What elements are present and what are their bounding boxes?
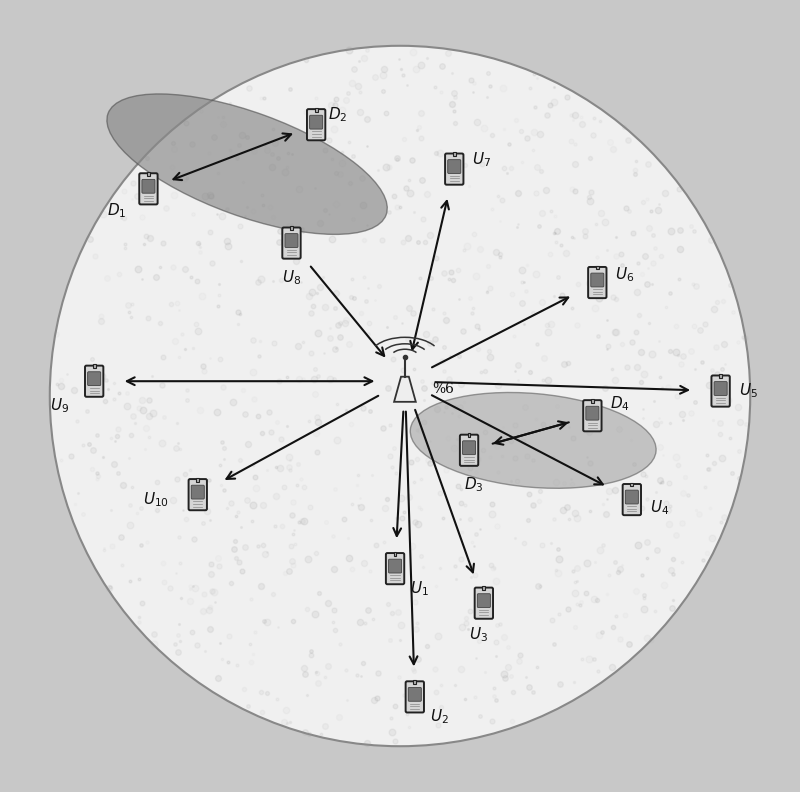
FancyBboxPatch shape (189, 479, 207, 510)
Text: $U_{10}$: $U_{10}$ (143, 490, 170, 509)
Bar (394, 552, 397, 555)
FancyBboxPatch shape (406, 681, 424, 713)
FancyBboxPatch shape (310, 116, 322, 129)
Text: $D_{3}$: $D_{3}$ (464, 475, 484, 494)
Bar (290, 227, 293, 230)
FancyBboxPatch shape (282, 227, 301, 259)
Text: $D_{1}$: $D_{1}$ (107, 201, 126, 220)
Text: $D_{4}$: $D_{4}$ (610, 394, 630, 413)
FancyBboxPatch shape (191, 485, 204, 499)
Bar (482, 586, 486, 590)
Text: $U_{8}$: $U_{8}$ (282, 268, 301, 287)
Bar (314, 108, 318, 112)
Bar (93, 364, 95, 368)
Text: $U_{6}$: $U_{6}$ (615, 265, 634, 284)
FancyBboxPatch shape (586, 406, 599, 420)
Circle shape (50, 46, 750, 746)
FancyBboxPatch shape (88, 371, 101, 386)
Ellipse shape (107, 94, 387, 234)
FancyBboxPatch shape (389, 559, 402, 573)
FancyBboxPatch shape (142, 179, 155, 193)
FancyBboxPatch shape (590, 273, 604, 287)
Text: %6: %6 (433, 382, 454, 396)
FancyBboxPatch shape (408, 687, 422, 701)
FancyBboxPatch shape (285, 234, 298, 247)
FancyBboxPatch shape (85, 366, 103, 397)
FancyBboxPatch shape (462, 441, 475, 455)
FancyBboxPatch shape (307, 109, 326, 140)
Text: $U_{4}$: $U_{4}$ (650, 498, 669, 517)
FancyBboxPatch shape (588, 267, 606, 298)
Text: $U_{1}$: $U_{1}$ (410, 579, 429, 598)
Bar (630, 483, 634, 486)
Text: $U_{3}$: $U_{3}$ (470, 626, 489, 644)
Bar (414, 680, 416, 683)
FancyBboxPatch shape (622, 484, 641, 515)
Bar (719, 375, 722, 378)
Polygon shape (394, 377, 416, 402)
Bar (453, 152, 456, 156)
Text: $D_{2}$: $D_{2}$ (328, 105, 347, 124)
Bar (591, 399, 594, 402)
Bar (196, 478, 199, 482)
FancyBboxPatch shape (711, 375, 730, 406)
Bar (596, 266, 598, 269)
FancyBboxPatch shape (478, 594, 490, 607)
FancyBboxPatch shape (448, 160, 461, 173)
FancyBboxPatch shape (474, 588, 493, 619)
FancyBboxPatch shape (583, 400, 602, 432)
FancyBboxPatch shape (714, 382, 727, 395)
FancyBboxPatch shape (386, 553, 404, 584)
Bar (147, 172, 150, 176)
Text: $U_{9}$: $U_{9}$ (50, 397, 70, 415)
Ellipse shape (410, 393, 656, 489)
FancyBboxPatch shape (626, 490, 638, 504)
FancyBboxPatch shape (460, 435, 478, 466)
Text: $U_{5}$: $U_{5}$ (738, 382, 758, 401)
FancyBboxPatch shape (139, 173, 158, 204)
Text: $U_{2}$: $U_{2}$ (430, 707, 449, 726)
Bar (468, 433, 470, 437)
Text: $U_{7}$: $U_{7}$ (472, 150, 491, 169)
FancyBboxPatch shape (445, 154, 463, 185)
